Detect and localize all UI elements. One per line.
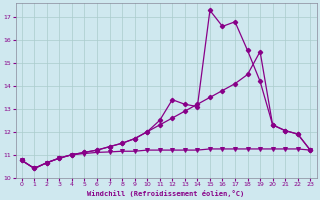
X-axis label: Windchill (Refroidissement éolien,°C): Windchill (Refroidissement éolien,°C) (87, 190, 245, 197)
